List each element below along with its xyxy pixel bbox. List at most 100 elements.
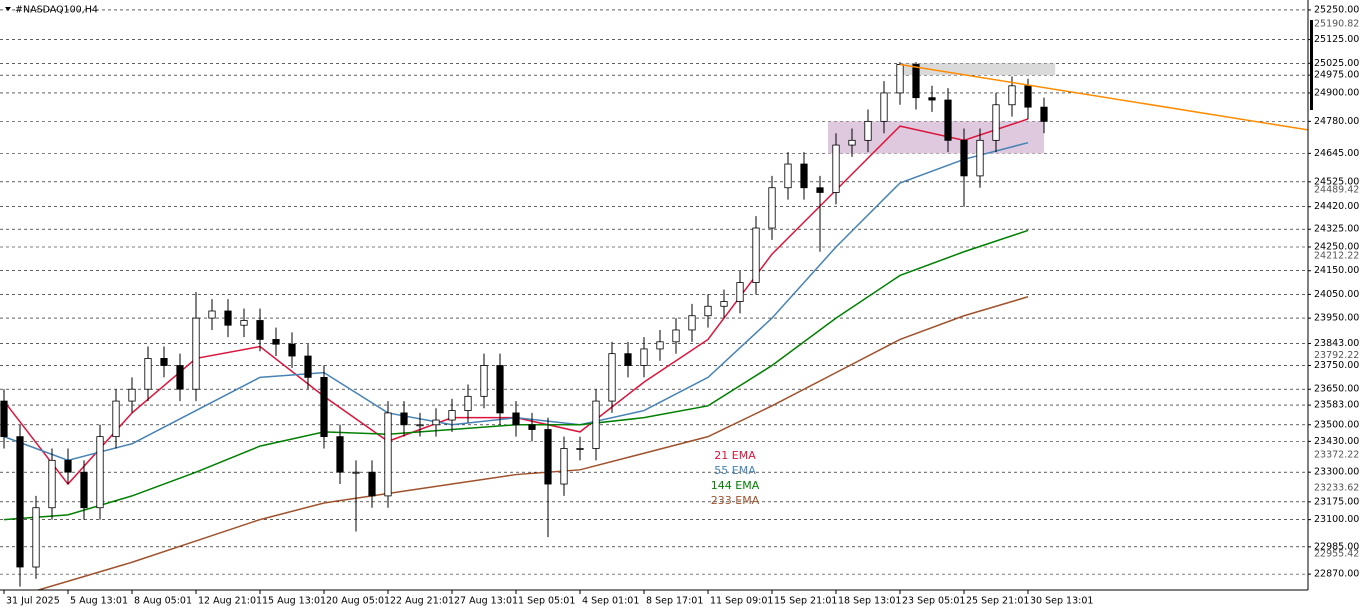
candle-body <box>928 97 936 101</box>
x-tick-label: 5 Aug 13:01 <box>70 596 128 607</box>
price-label: 23372.22 <box>1314 450 1359 461</box>
candle-body <box>768 187 776 229</box>
candle-body <box>592 400 600 449</box>
y-tick-label: 22985.00 <box>1314 541 1359 552</box>
y-tick-label: 24420.00 <box>1314 201 1359 212</box>
y-tick-label: 24525.00 <box>1314 176 1359 187</box>
candle-body <box>736 282 744 302</box>
candle-body <box>304 355 312 378</box>
candle-body <box>288 343 296 357</box>
y-tick-label: 23950.00 <box>1314 313 1359 324</box>
y-tick-label: 23750.00 <box>1314 360 1359 371</box>
candle-body <box>752 227 760 283</box>
candle-body <box>272 339 280 345</box>
candle-body <box>864 120 872 141</box>
candle-body <box>176 365 184 390</box>
candle-body <box>656 341 664 350</box>
y-tick-label: 23100.00 <box>1314 514 1359 525</box>
legend-label: 144 EMA <box>711 479 760 492</box>
candle-body <box>976 139 984 177</box>
x-tick-label: 27 Aug 13:01 <box>454 596 518 607</box>
candle-body <box>1008 85 1016 106</box>
candle-body <box>480 365 488 397</box>
candle-body <box>208 310 216 319</box>
candle-body <box>848 139 856 146</box>
y-tick-label: 24325.00 <box>1314 224 1359 235</box>
candle-body <box>944 99 952 141</box>
candle-body <box>352 471 360 474</box>
candle-body <box>48 459 56 509</box>
y-tick-label: 24250.00 <box>1314 241 1359 252</box>
x-tick-label: 4 Sep 01:01 <box>582 596 639 607</box>
price-label: 25190.82 <box>1314 18 1359 29</box>
candle-body <box>432 419 440 426</box>
candle-body <box>128 388 136 402</box>
candle-body <box>64 459 72 473</box>
ema-line <box>35 296 1029 590</box>
candle-body <box>624 353 632 366</box>
candle-body <box>0 400 8 438</box>
price-label: 24212.22 <box>1314 250 1359 261</box>
candle-body <box>32 507 40 568</box>
y-tick-label: 24975.00 <box>1314 70 1359 81</box>
y-tick-label: 24780.00 <box>1314 116 1359 127</box>
y-tick-label: 23583.00 <box>1314 400 1359 411</box>
x-tick-label: 20 Aug 05:01 <box>326 596 390 607</box>
y-tick-label: 24150.00 <box>1314 265 1359 276</box>
y-tick-label: 23650.00 <box>1314 384 1359 395</box>
candle-body <box>800 163 808 189</box>
candle-body <box>160 358 168 366</box>
x-tick-label: 12 Aug 21:01 <box>198 596 262 607</box>
x-tick-label: 25 Sep 21:01 <box>966 596 1029 607</box>
y-tick-label: 23430.00 <box>1314 436 1359 447</box>
x-tick-label: 15 Sep 21:01 <box>774 596 837 607</box>
candle-body <box>400 412 408 426</box>
price-label: 24489.42 <box>1314 185 1359 196</box>
x-tick-label: 1 Sep 05:01 <box>518 596 575 607</box>
candle-body <box>992 104 1000 141</box>
candle-body <box>640 348 648 366</box>
x-tick-label: 8 Sep 17:01 <box>646 596 703 607</box>
candle-body <box>912 64 920 99</box>
candle-body <box>688 315 696 331</box>
chart-title: #NASDAQ100,H4 <box>15 5 98 16</box>
y-tick-label: 25125.00 <box>1314 34 1359 45</box>
candle-body <box>704 305 712 317</box>
legend-label: 233 EMA <box>711 494 760 507</box>
y-tick-label: 22870.00 <box>1314 569 1359 580</box>
y-tick-label: 24050.00 <box>1314 289 1359 300</box>
x-tick-label: 23 Sep 05:01 <box>902 596 965 607</box>
trendline <box>899 63 1308 131</box>
candle-body <box>16 436 24 568</box>
candle-body <box>224 310 232 326</box>
menu-arrow[interactable] <box>5 7 11 11</box>
y-tick-label: 23175.00 <box>1314 496 1359 507</box>
candle-body <box>448 410 456 421</box>
x-tick-label: 11 Sep 09:01 <box>710 596 773 607</box>
candle-body <box>96 436 104 509</box>
candle-body <box>144 358 152 390</box>
candle-body <box>256 320 264 340</box>
x-tick-label: 18 Sep 13:01 <box>838 596 901 607</box>
candle-body <box>528 424 536 430</box>
candle-body <box>672 329 680 343</box>
zone <box>900 63 1056 76</box>
candle-body <box>880 92 888 122</box>
x-tick-label: 31 Jul 2025 <box>6 596 60 607</box>
x-tick-label: 15 Aug 13:01 <box>262 596 326 607</box>
x-tick-label: 8 Aug 05:01 <box>134 596 192 607</box>
scale-bar <box>1310 20 1313 110</box>
candle-body <box>192 317 200 390</box>
candle-body <box>112 400 120 438</box>
price-label: 22955.42 <box>1314 548 1359 559</box>
zone <box>828 121 1044 154</box>
y-tick-label: 24900.00 <box>1314 87 1359 98</box>
candle-body <box>336 436 344 473</box>
y-tick-label: 25025.00 <box>1314 58 1359 69</box>
candle-body <box>720 301 728 307</box>
y-tick-label: 24645.00 <box>1314 148 1359 159</box>
candle-body <box>384 412 392 497</box>
candle-body <box>832 144 840 193</box>
y-tick-label: 23300.00 <box>1314 467 1359 478</box>
